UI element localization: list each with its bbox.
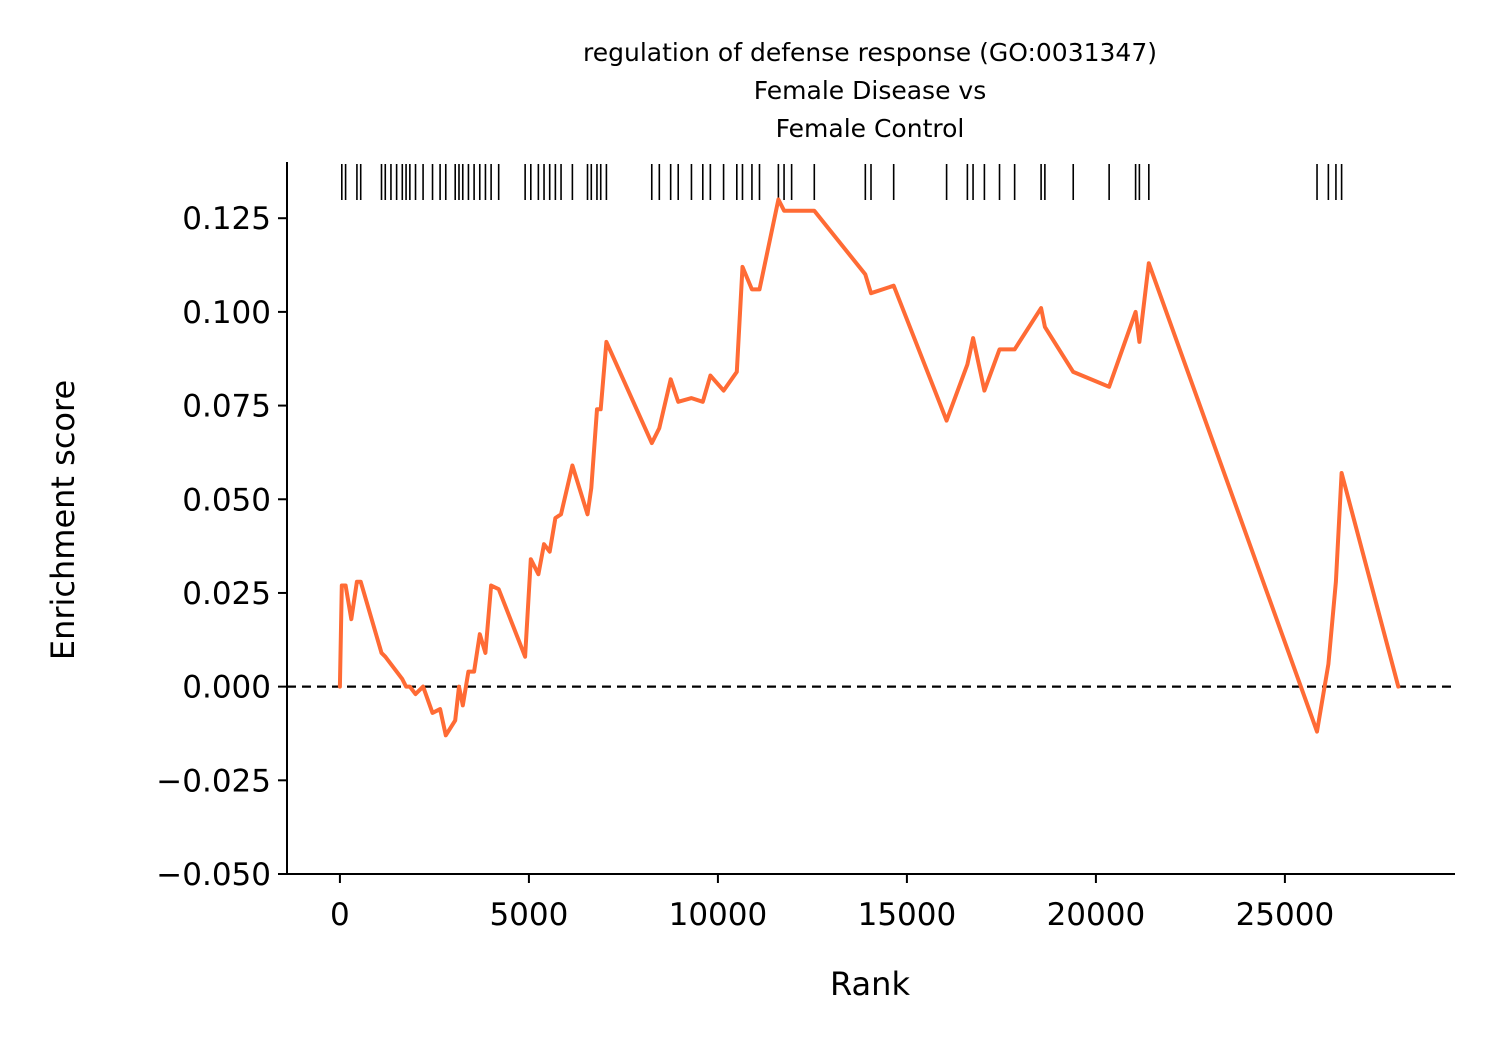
y-tick-label: 0.050 (182, 482, 271, 518)
x-axis-ticks: 0 5000 10000 15000 20000 25000 (330, 874, 1334, 933)
y-tick-label: −0.050 (156, 857, 271, 893)
hit-marks (341, 164, 1343, 200)
chart-title-line: regulation of defense response (GO:00313… (583, 38, 1157, 67)
x-tick-label: 15000 (858, 897, 957, 933)
chart-title-line: Female Control (776, 114, 965, 143)
enrichment-score-line (337, 197, 1401, 738)
y-tick-label: −0.025 (156, 763, 271, 799)
y-tick-label: 0.025 (182, 576, 271, 612)
x-axis-label: Rank (830, 965, 910, 1003)
y-axis-label: Enrichment score (44, 380, 82, 660)
x-tick-label: 25000 (1236, 897, 1335, 933)
x-tick-label: 5000 (489, 897, 568, 933)
x-tick-label: 20000 (1047, 897, 1146, 933)
y-tick-label: 0.125 (182, 201, 271, 237)
y-axis-ticks: −0.050 −0.025 0.000 0.025 0.050 0.075 0.100 0.1… (156, 201, 287, 893)
y-tick-label: 0.075 (182, 389, 271, 425)
x-tick-label: 10000 (669, 897, 768, 933)
y-tick-label: 0.100 (182, 295, 271, 331)
y-tick-label: 0.000 (182, 670, 271, 706)
chart-title: regulation of defense response (GO:00313… (583, 38, 1157, 143)
x-tick-label: 0 (330, 897, 350, 933)
chart-title-line: Female Disease vs (754, 76, 986, 105)
